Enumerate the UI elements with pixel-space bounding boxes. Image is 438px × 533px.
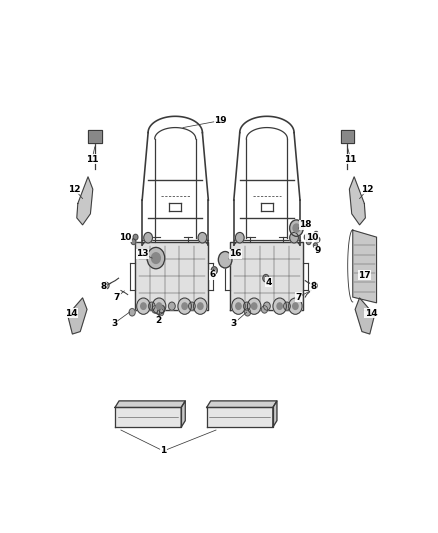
Circle shape [312, 282, 317, 289]
Circle shape [244, 309, 251, 316]
Circle shape [235, 232, 244, 243]
Text: 11: 11 [86, 155, 99, 164]
Polygon shape [115, 401, 185, 407]
Text: 19: 19 [214, 116, 227, 125]
Circle shape [314, 231, 318, 236]
Circle shape [144, 232, 152, 243]
Circle shape [314, 243, 318, 248]
Circle shape [273, 298, 286, 314]
Text: 4: 4 [265, 278, 272, 287]
Circle shape [156, 303, 162, 309]
Circle shape [133, 235, 138, 240]
Polygon shape [135, 243, 208, 310]
Text: 3: 3 [231, 319, 237, 328]
Circle shape [194, 298, 207, 314]
Circle shape [198, 232, 207, 243]
Text: 13: 13 [136, 249, 148, 258]
Text: 12: 12 [361, 184, 374, 193]
Text: 14: 14 [65, 309, 78, 318]
Text: 8: 8 [100, 282, 106, 292]
Text: 12: 12 [68, 184, 81, 193]
Polygon shape [77, 177, 93, 225]
Text: 6: 6 [209, 270, 216, 279]
Text: 16: 16 [229, 249, 242, 258]
Circle shape [137, 298, 150, 314]
Circle shape [251, 303, 257, 309]
Text: 7: 7 [114, 293, 120, 302]
Circle shape [304, 235, 309, 240]
Circle shape [147, 247, 165, 269]
Circle shape [104, 282, 109, 289]
Circle shape [169, 302, 175, 310]
Text: 10: 10 [306, 232, 318, 241]
Circle shape [211, 266, 217, 274]
Polygon shape [230, 243, 304, 310]
Polygon shape [115, 407, 181, 427]
Text: 2: 2 [155, 316, 162, 325]
Polygon shape [207, 407, 273, 427]
Circle shape [316, 237, 320, 242]
Circle shape [261, 306, 268, 313]
Text: 10: 10 [119, 232, 131, 241]
Polygon shape [341, 130, 354, 143]
Circle shape [158, 309, 164, 316]
Circle shape [236, 303, 241, 309]
Circle shape [306, 239, 311, 245]
Circle shape [129, 309, 135, 316]
Circle shape [152, 306, 158, 313]
Circle shape [247, 298, 261, 314]
Polygon shape [67, 298, 87, 334]
Circle shape [219, 252, 232, 268]
Polygon shape [355, 298, 374, 334]
Text: 18: 18 [299, 220, 311, 229]
Polygon shape [350, 177, 365, 225]
Circle shape [182, 303, 187, 309]
Polygon shape [273, 401, 277, 427]
Text: 3: 3 [111, 319, 117, 328]
Circle shape [244, 302, 250, 310]
Circle shape [232, 298, 245, 314]
Circle shape [159, 305, 165, 313]
Text: 7: 7 [295, 293, 302, 302]
Text: 8: 8 [310, 282, 317, 292]
Circle shape [263, 274, 269, 282]
Text: 1: 1 [160, 447, 166, 456]
Circle shape [189, 302, 195, 310]
Circle shape [290, 220, 303, 236]
Circle shape [152, 298, 166, 314]
Circle shape [178, 298, 191, 314]
Text: 14: 14 [365, 309, 378, 318]
Text: 9: 9 [314, 246, 321, 255]
Polygon shape [181, 401, 185, 427]
Circle shape [264, 302, 270, 310]
Circle shape [198, 303, 203, 309]
Circle shape [293, 303, 298, 309]
Circle shape [293, 224, 300, 232]
Circle shape [148, 302, 155, 310]
Polygon shape [207, 401, 277, 407]
Circle shape [289, 298, 302, 314]
Circle shape [131, 239, 136, 245]
Circle shape [277, 303, 283, 309]
Circle shape [152, 253, 160, 263]
Text: 11: 11 [345, 155, 357, 164]
Polygon shape [88, 130, 102, 143]
Circle shape [290, 232, 298, 243]
Circle shape [284, 302, 290, 310]
Circle shape [141, 303, 146, 309]
Polygon shape [353, 230, 377, 303]
Text: 17: 17 [358, 271, 371, 280]
